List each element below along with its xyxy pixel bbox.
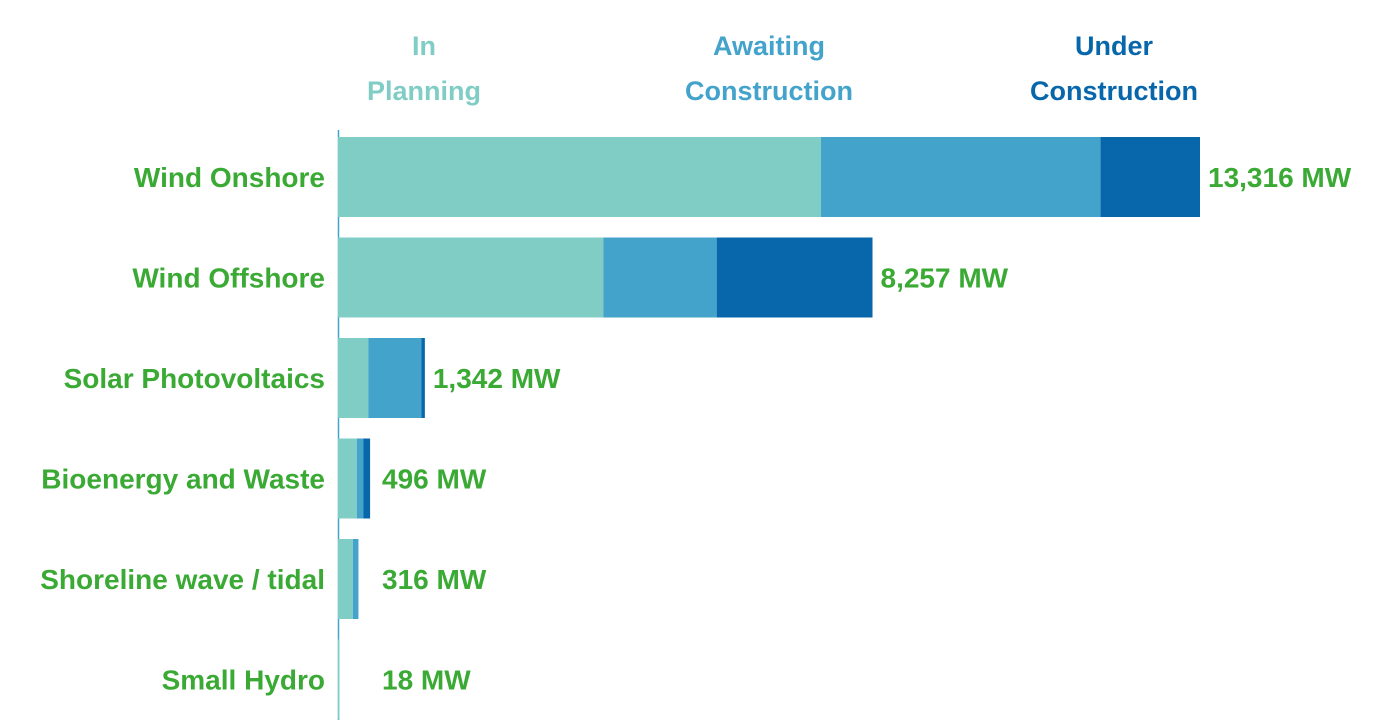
- legend-item-line: In: [412, 31, 436, 61]
- bar-segment: [368, 338, 422, 418]
- total-label: 316 MW: [382, 564, 487, 595]
- total-labels: 13,316 MW 8,257 MW 1,342 MW 496 MW 316 MW 18 …: [382, 162, 1352, 696]
- bar-segment: [352, 539, 359, 619]
- category-label: Small Hydro: [162, 665, 325, 696]
- bar-segment: [1100, 137, 1200, 217]
- bar-segment: [338, 137, 821, 217]
- bar-segment: [338, 539, 353, 619]
- legend-item-2: Under Construction: [1030, 31, 1198, 106]
- bar-segment: [338, 338, 369, 418]
- legend-item-1: Awaiting Construction: [685, 31, 853, 106]
- legend-item-line: Construction: [1030, 76, 1198, 106]
- legend-item-line: Planning: [367, 76, 481, 106]
- total-label: 18 MW: [382, 665, 471, 696]
- category-label: Bioenergy and Waste: [41, 464, 325, 495]
- bar-segment: [363, 438, 371, 519]
- bar-segment: [356, 438, 364, 519]
- bar-segment: [820, 137, 1101, 217]
- legend-item-line: Construction: [685, 76, 853, 106]
- category-label: Solar Photovoltaics: [64, 363, 325, 394]
- bar-segment: [421, 338, 425, 418]
- bar-segment: [338, 438, 357, 519]
- total-label: 8,257 MW: [881, 263, 1009, 294]
- category-label: Wind Onshore: [134, 162, 325, 193]
- legend-item-line: Under: [1075, 31, 1154, 61]
- total-label: 496 MW: [382, 464, 487, 495]
- total-label: 13,316 MW: [1208, 162, 1352, 193]
- category-labels: Wind Onshore Wind Offshore Solar Photovolt…: [40, 162, 325, 696]
- bar-segment: [338, 237, 604, 318]
- bar-segment: [603, 237, 717, 318]
- category-label: Shoreline wave / tidal: [40, 564, 325, 595]
- category-label: Wind Offshore: [132, 263, 325, 294]
- total-label: 1,342 MW: [433, 363, 561, 394]
- bars: [338, 137, 1200, 720]
- bar-segment: [338, 639, 340, 720]
- legend-item-line: Awaiting: [713, 31, 825, 61]
- legend-item-0: In Planning: [367, 31, 481, 106]
- legend: In Planning Awaiting Construction Under Const…: [367, 31, 1198, 106]
- bar-segment: [716, 237, 873, 318]
